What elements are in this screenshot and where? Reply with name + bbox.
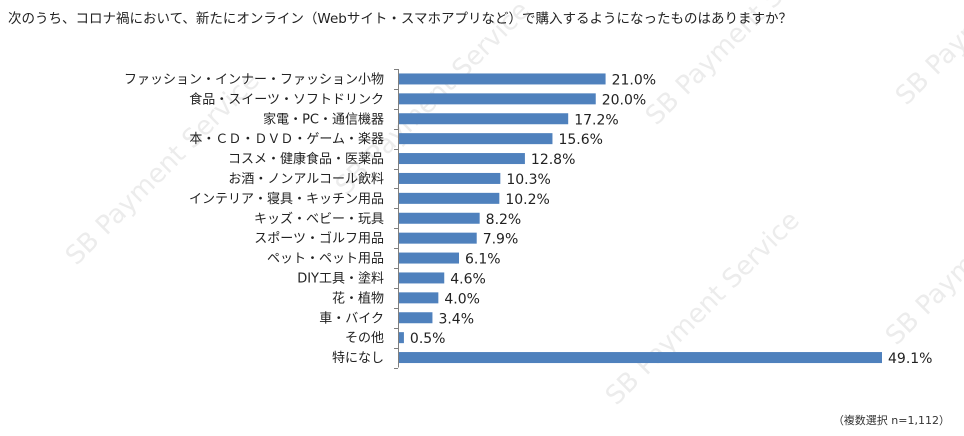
bar [399, 352, 882, 364]
data-label: 10.2% [505, 192, 549, 208]
chart-title: 次のうち、コロナ禍において、新たにオンライン（Webサイト・スマホアプリなど）で… [8, 11, 792, 27]
category-label: 本・ＣＤ・ＤＶＤ・ゲーム・楽器 [189, 131, 384, 147]
bar [399, 73, 606, 85]
category-label: ペット・ペット用品 [267, 252, 384, 267]
category-label: 特になし [332, 351, 384, 366]
category-label: DIY工具・塗料 [297, 270, 384, 286]
bar [399, 113, 569, 125]
data-label: 10.3% [506, 172, 550, 188]
bar [399, 332, 404, 344]
bar [399, 153, 525, 165]
bar [399, 192, 500, 204]
bar [399, 232, 477, 244]
data-label: 8.2% [486, 212, 522, 228]
data-label: 17.2% [574, 112, 618, 128]
category-label: キッズ・ベビー・玩具 [254, 211, 384, 227]
category-label: お酒・ノンアルコール飲料 [228, 171, 384, 187]
category-label: ファッション・インナー・ファッション小物 [124, 72, 384, 87]
category-label: インテリア・寝具・キッチン用品 [189, 191, 384, 207]
category-label: 車・バイク [319, 311, 384, 326]
category-label: 食品・スイーツ・ソフトドリンク [189, 91, 384, 107]
data-label: 21.0% [612, 72, 656, 88]
data-label: 15.6% [558, 132, 602, 148]
data-label: 0.5% [410, 331, 446, 347]
bar [399, 212, 480, 224]
data-label: 3.4% [438, 311, 474, 327]
bar [399, 312, 433, 324]
bar [399, 272, 445, 284]
bar [399, 292, 439, 304]
data-label: 4.6% [450, 271, 486, 287]
bar [399, 252, 460, 264]
bar [399, 93, 596, 105]
bar [399, 133, 553, 145]
sample-note: （複数選択 n=1,112） [832, 414, 950, 427]
category-label: その他 [345, 331, 384, 346]
data-label: 6.1% [465, 252, 501, 268]
category-label: コスメ・健康食品・医薬品 [228, 151, 384, 167]
category-label: 花・植物 [332, 290, 384, 306]
data-label: 49.1% [888, 351, 932, 367]
data-label: 12.8% [531, 152, 575, 168]
data-label: 7.9% [483, 232, 519, 248]
data-label: 20.0% [602, 92, 646, 108]
data-label: 4.0% [444, 291, 480, 307]
category-label: 家電・PC・通信機器 [263, 111, 384, 127]
bar [399, 172, 501, 184]
category-label: スポーツ・ゴルフ用品 [254, 231, 384, 247]
